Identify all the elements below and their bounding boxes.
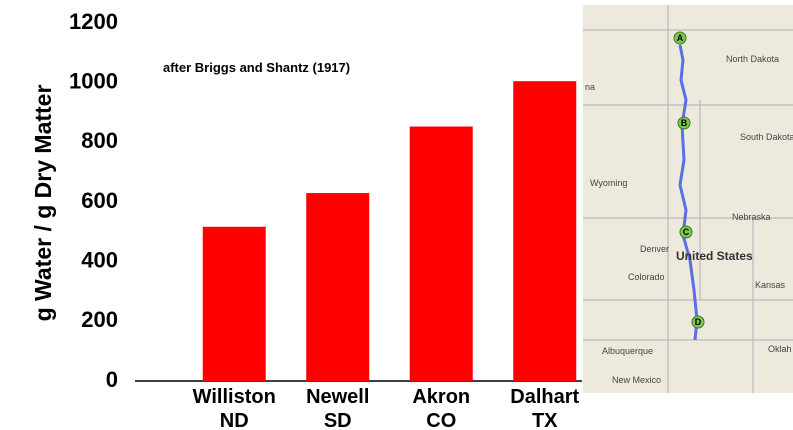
bar <box>203 227 266 381</box>
map-label: Nebraska <box>732 212 771 222</box>
x-tick-label: CO <box>426 410 456 430</box>
y-tick-label: 1000 <box>69 68 118 93</box>
map-label: na <box>585 82 595 92</box>
y-tick-label: 600 <box>81 188 118 213</box>
x-tick-label: TX <box>532 410 558 430</box>
bar <box>513 81 576 381</box>
map-marker-label: D <box>695 317 702 327</box>
map-label: Colorado <box>628 272 665 282</box>
map-marker-label: C <box>683 227 690 237</box>
map-label: United States <box>676 249 753 263</box>
bar <box>410 127 473 381</box>
y-tick-label: 200 <box>81 307 118 332</box>
y-tick-label: 800 <box>81 128 118 153</box>
map-marker-label: A <box>677 33 684 43</box>
map-label: Albuquerque <box>602 346 653 356</box>
map-marker-label: B <box>681 118 688 128</box>
map-label: Kansas <box>755 280 786 290</box>
map-label: Oklah <box>768 344 792 354</box>
x-tick-label: Williston <box>193 386 276 408</box>
bar <box>306 193 369 381</box>
y-axis-label: g Water / g Dry Matter <box>30 85 56 322</box>
y-tick-label: 0 <box>106 367 118 392</box>
x-tick-label: ND <box>220 410 249 430</box>
y-tick-label: 1200 <box>69 9 118 34</box>
map: A B C D North Dakota South Dakota Wyoming Nebra… <box>583 5 793 393</box>
chart: after Briggs and Shantz (1917) g Water /… <box>0 0 793 430</box>
x-tick-label: Newell <box>306 386 369 408</box>
x-tick-label: Dalhart <box>510 386 579 408</box>
map-label: Denver <box>640 244 669 254</box>
map-label: North Dakota <box>726 54 779 64</box>
x-tick-label: Akron <box>412 386 470 408</box>
x-tick-label: SD <box>324 410 352 430</box>
annotation: after Briggs and Shantz (1917) <box>163 60 350 75</box>
map-label: South Dakota <box>740 132 793 142</box>
map-label: New Mexico <box>612 375 661 385</box>
y-tick-label: 400 <box>81 247 118 272</box>
map-label: Wyoming <box>590 178 627 188</box>
